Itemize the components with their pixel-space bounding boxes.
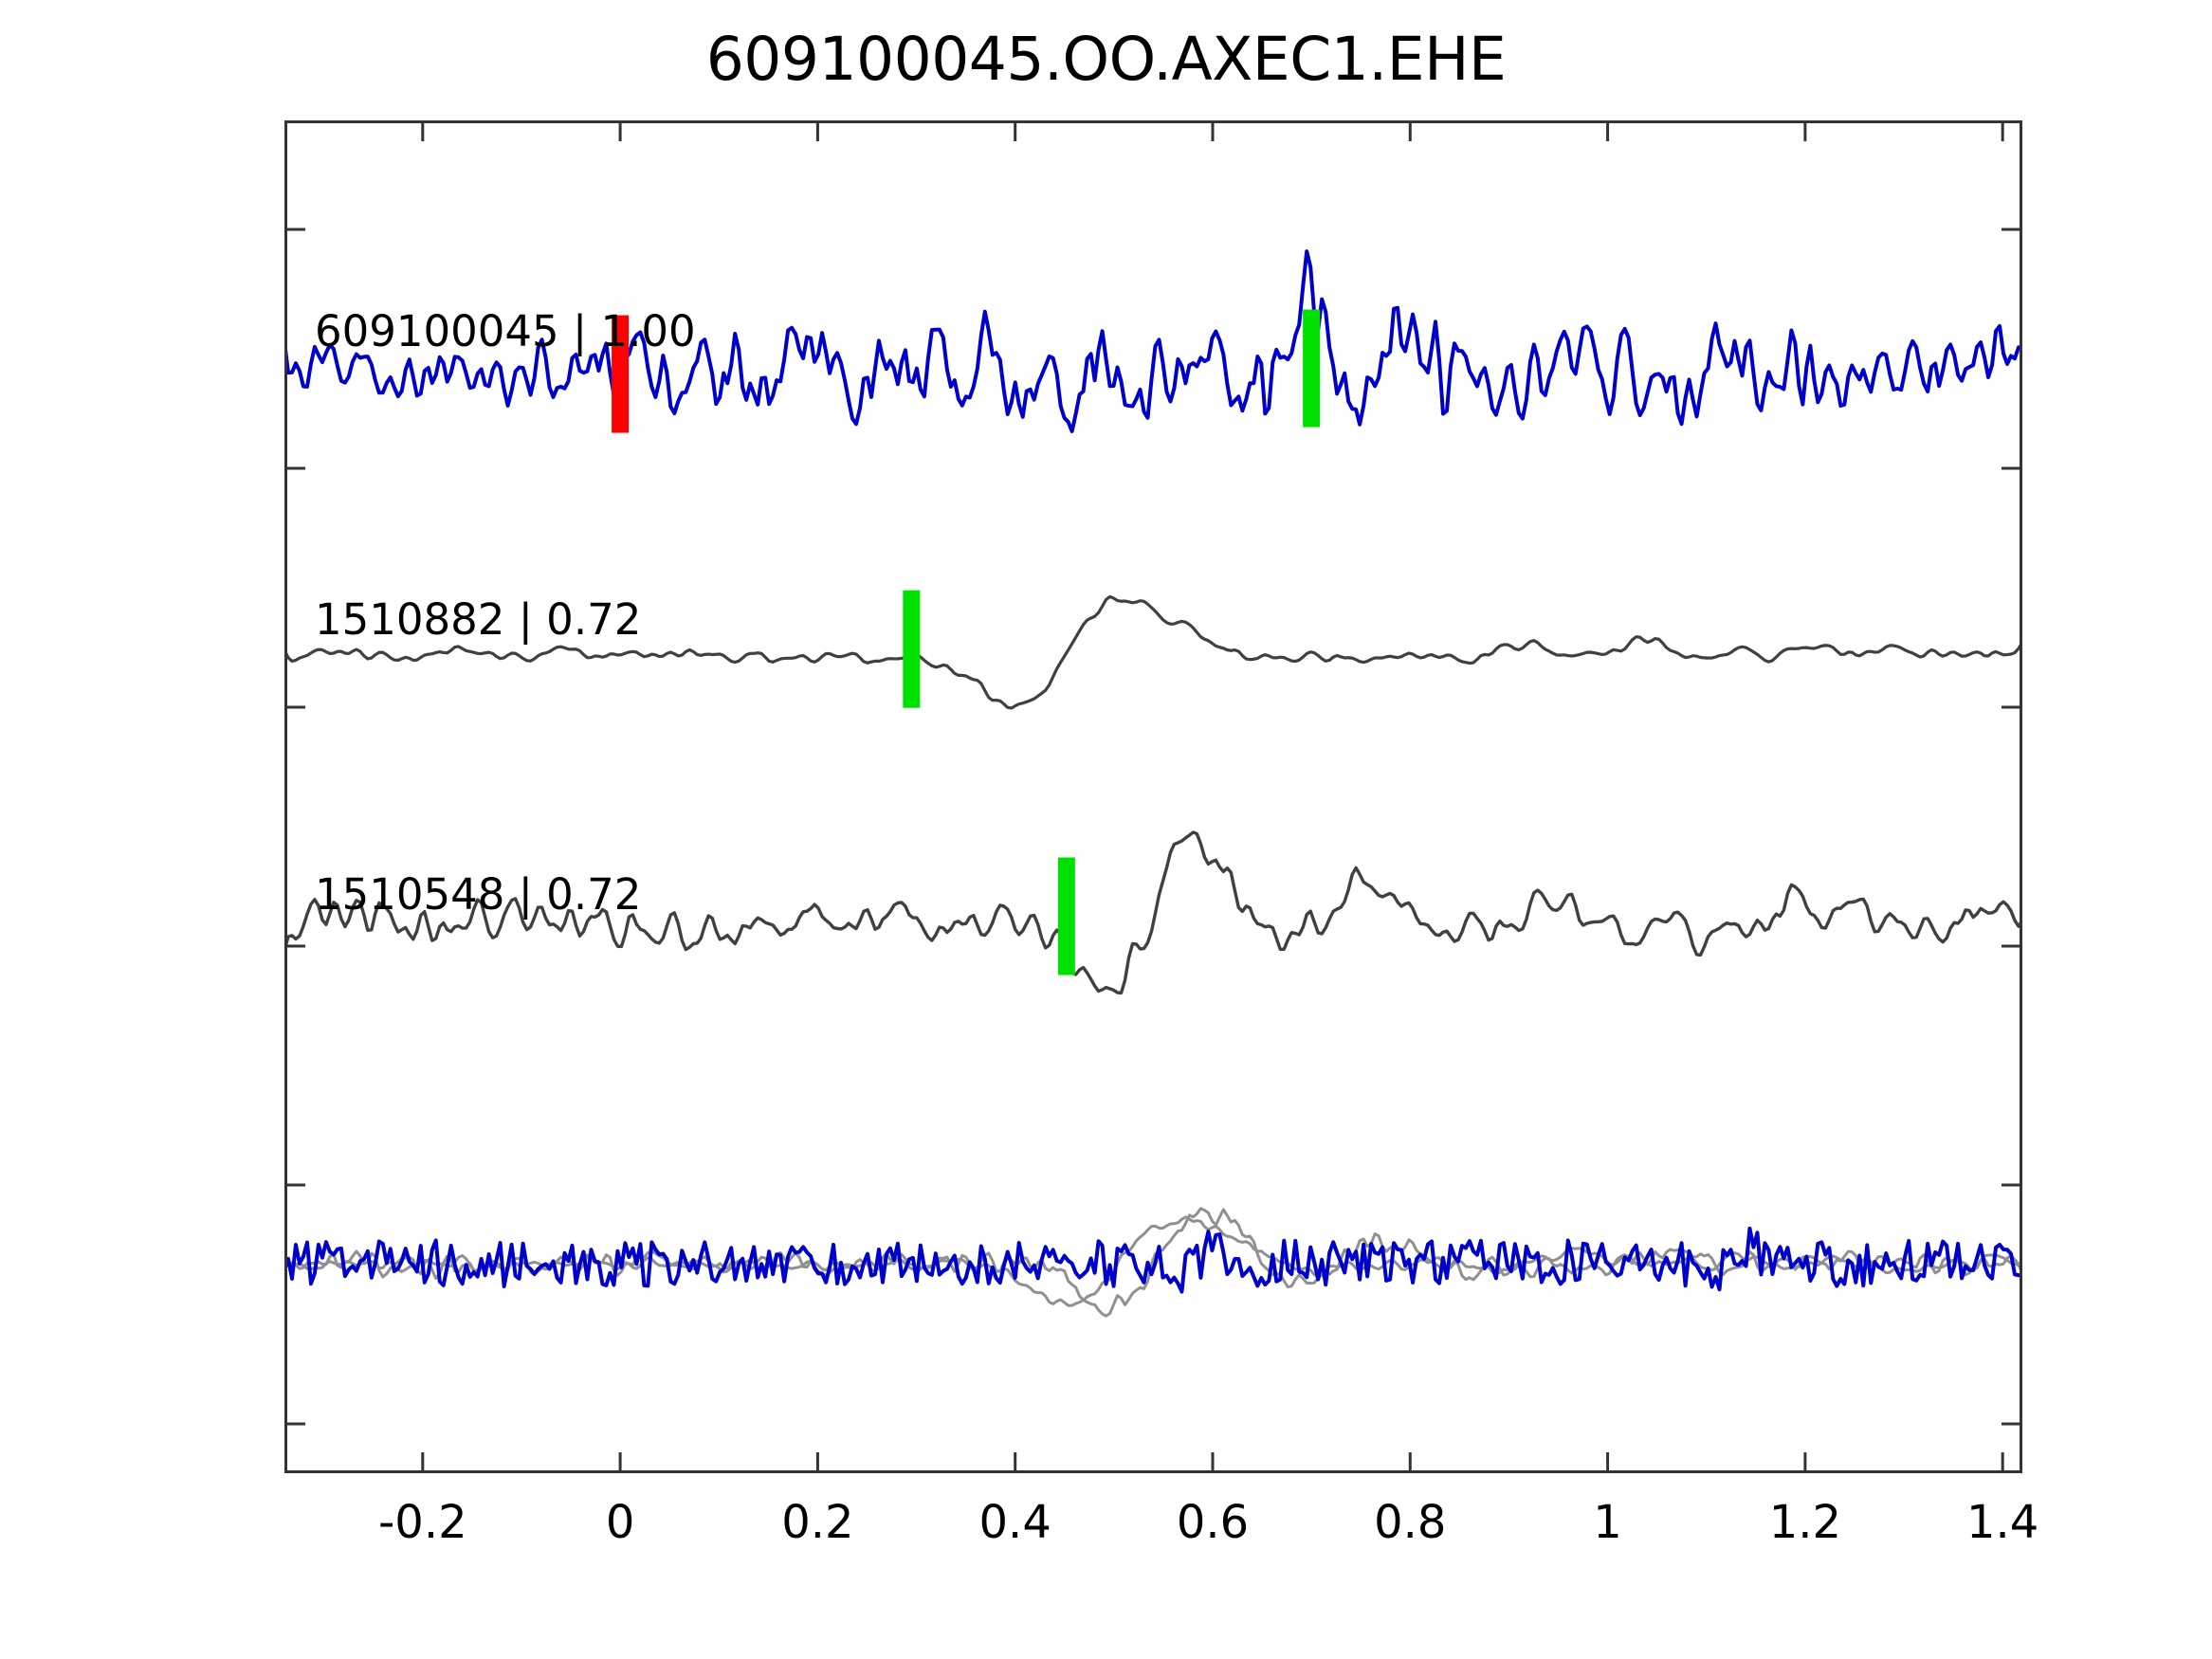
trace-label-1510882: 1510882 | 0.72 bbox=[315, 594, 642, 645]
trace-label-1510548: 1510548 | 0.72 bbox=[315, 869, 642, 920]
trace-label-609100045: 609100045 | 1.00 bbox=[315, 306, 696, 356]
pick-marker-p-609100045[interactable] bbox=[612, 315, 630, 433]
x-tick-label-1: 0 bbox=[605, 1496, 635, 1549]
page-title: 609100045.OO.AXEC1.EHE bbox=[705, 25, 1507, 94]
x-tick-label-0: -0.2 bbox=[377, 1496, 467, 1549]
pick-marker-layer bbox=[612, 309, 1321, 975]
x-tick-label-3: 0.4 bbox=[978, 1496, 1051, 1549]
x-tick-label-4: 0.6 bbox=[1176, 1496, 1250, 1549]
x-tick-label-5: 0.8 bbox=[1374, 1496, 1447, 1549]
pick-marker-s-1510882[interactable] bbox=[903, 590, 921, 708]
pick-marker-s-609100045[interactable] bbox=[1303, 309, 1321, 428]
x-tick-label-2: 0.2 bbox=[781, 1496, 854, 1549]
waveform-plot-svg bbox=[284, 120, 2022, 1473]
overlay-trace-blue bbox=[284, 1226, 2022, 1294]
plot-frame bbox=[284, 120, 2022, 1473]
trace-609100045 bbox=[284, 249, 2022, 433]
trace-1510882 bbox=[284, 594, 2022, 710]
x-axis-tick-labels: -0.2 0 0.2 0.4 0.6 0.8 1 1.2 1.4 bbox=[0, 1496, 2212, 1562]
trace-layer bbox=[284, 249, 2022, 1318]
x-tick-label-6: 1 bbox=[1593, 1496, 1622, 1549]
pick-marker-s-1510548[interactable] bbox=[1057, 857, 1075, 975]
axis-tick-layer bbox=[286, 122, 2020, 1471]
trace-1510548 bbox=[284, 830, 2022, 995]
x-tick-label-7: 1.2 bbox=[1768, 1496, 1842, 1549]
plot-area: 609100045 | 1.00 1510882 | 0.72 1510548 … bbox=[284, 120, 2022, 1473]
x-tick-label-8: 1.4 bbox=[1965, 1496, 2039, 1549]
